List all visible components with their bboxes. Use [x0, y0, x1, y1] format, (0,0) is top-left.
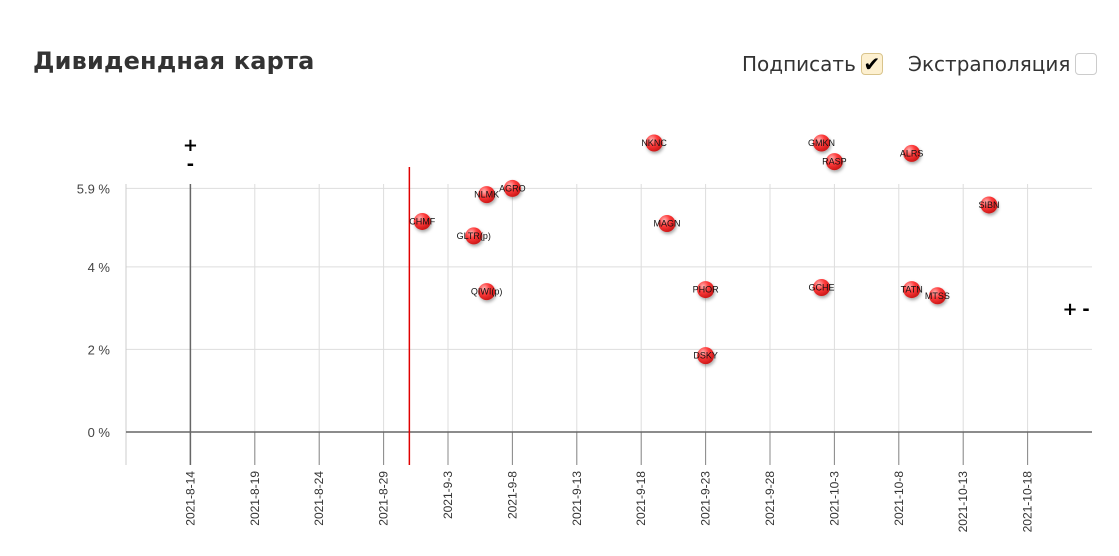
data-point: GMKN [808, 134, 835, 152]
y-tick-label: 2 % [88, 342, 111, 357]
data-point-label: ALRS [900, 148, 924, 158]
data-point: MAGN [653, 215, 680, 233]
data-point: ALRS [900, 144, 924, 162]
data-point-marker [658, 215, 676, 233]
extrapolation-label: Экстраполяция [908, 52, 1071, 76]
extrapolation-checkbox[interactable] [1075, 53, 1098, 75]
data-point-marker [928, 287, 946, 305]
sign-checkbox[interactable]: ✔ [860, 52, 883, 76]
data-point: TATN [901, 281, 923, 299]
data-point-marker [413, 212, 431, 230]
data-point-label: MTSS [925, 291, 950, 301]
x-tick-label: 2021-9-8 [505, 471, 519, 519]
data-point-label: SIBN [978, 200, 999, 210]
x-tick-label: 2021-9-18 [634, 471, 648, 526]
x-tick-label: 2021-9-13 [570, 471, 584, 526]
data-point: RASP [822, 153, 847, 171]
data-point-label: RASP [822, 157, 847, 167]
data-point-marker [503, 179, 521, 197]
data-point-marker [645, 134, 663, 152]
x-tick-label: 2021-10-13 [956, 471, 970, 533]
data-point-label: GMKN [808, 138, 835, 148]
y-tick-label: 0 % [88, 425, 111, 440]
x-tick-label: 2021-8-29 [377, 471, 391, 526]
data-point-marker [697, 281, 715, 299]
data-point: NLMK [474, 186, 499, 204]
data-point-marker [813, 134, 831, 152]
data-point-label: PHOR [693, 285, 720, 295]
data-point-label: GLTR(p) [457, 231, 491, 241]
zero-x-minus-label: - [187, 154, 194, 175]
data-point-label: MAGN [653, 219, 680, 229]
data-point-marker [825, 153, 843, 171]
data-point: SIBN [978, 196, 999, 214]
data-point-marker [903, 144, 921, 162]
x-tick-label: 2021-8-19 [248, 471, 262, 526]
x-tick-label: 2021-9-28 [763, 471, 777, 526]
data-point: PHOR [693, 281, 720, 299]
x-tick-label: 2021-8-24 [312, 471, 326, 526]
data-point: GCHE [809, 279, 835, 296]
check-icon: ✔ [863, 52, 881, 76]
data-point-label: CHMF [409, 216, 435, 226]
data-point-label: QIWI(p) [471, 287, 503, 297]
data-point-label: AGRO [499, 183, 526, 193]
data-point: CHMF [409, 212, 436, 230]
data-point: AGRO [499, 179, 526, 197]
data-point-marker [903, 281, 921, 299]
data-point: NKNC [641, 134, 667, 152]
x-tick-label: 2021-10-8 [892, 471, 906, 526]
data-point-marker [478, 186, 496, 204]
data-point-marker [465, 227, 483, 245]
data-point-label: GCHE [809, 283, 835, 293]
data-point-marker [813, 279, 831, 296]
data-point-marker [697, 347, 715, 365]
data-point-marker [980, 196, 998, 214]
x-tick-label: 2021-8-14 [183, 471, 197, 526]
zero-x-plus-label: + [183, 135, 198, 156]
data-point-label: NLMK [474, 190, 499, 200]
data-point-label: TATN [901, 285, 923, 295]
data-point: QIWI(p) [471, 283, 503, 301]
sign-toggle[interactable]: Подписать ✔ [742, 52, 883, 76]
data-point: GLTR(p) [457, 227, 491, 245]
data-point: DSKY [693, 347, 718, 365]
y-tick-label: 5.9 % [77, 181, 111, 196]
data-point-label: NKNC [641, 138, 667, 148]
sign-label: Подписать [742, 52, 856, 76]
x-tick-label: 2021-9-23 [699, 471, 713, 526]
x-tick-label: 2021-9-3 [441, 471, 455, 519]
data-point: MTSS [925, 287, 950, 305]
data-point-label: DSKY [693, 351, 718, 361]
axes: 2021-8-14 2021-8-19 2021-8-24 2021-8-29 2021… [77, 135, 1092, 532]
x-tick-label: 2021-10-3 [827, 471, 841, 526]
y-tick-label: 4 % [88, 260, 111, 275]
zero-y-minus-label: - [1082, 299, 1089, 320]
grid [125, 184, 1092, 465]
page-title: Дивидендная карта [33, 47, 315, 75]
data-point-marker [478, 283, 496, 301]
zero-y-plus-label: + [1062, 299, 1077, 320]
x-tick-label: 2021-10-18 [1021, 471, 1035, 533]
extrapolation-toggle[interactable]: Экстраполяция [908, 52, 1098, 76]
